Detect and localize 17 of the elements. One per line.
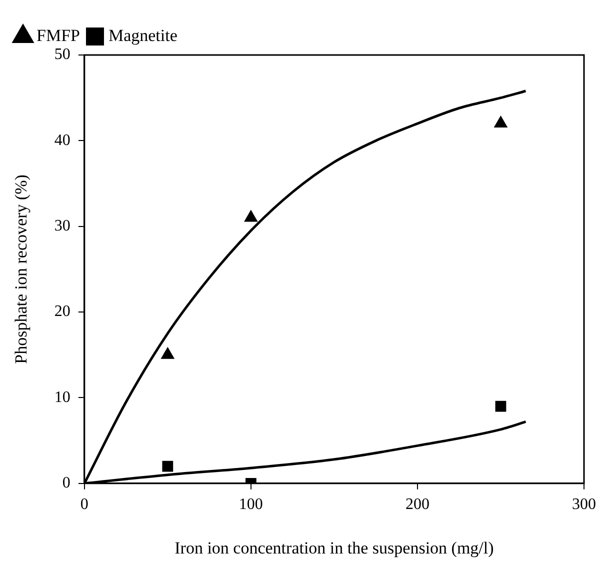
- point: [244, 210, 258, 222]
- legend-label: FMFP: [36, 26, 80, 45]
- y-tick-label: 10: [54, 388, 70, 406]
- x-tick-label: 300: [572, 496, 596, 514]
- y-tick-label: 50: [54, 46, 70, 64]
- point: [161, 347, 174, 359]
- x-tick-label: 0: [80, 496, 88, 514]
- x-axis-title: Iron ion concentration in the suspension (mg/l): [174, 538, 494, 558]
- y-tick-label: 40: [54, 132, 70, 149]
- y-tick-label: 20: [54, 303, 70, 320]
- x-tick-label: 200: [405, 496, 430, 514]
- y-tick-label: 30: [54, 218, 70, 235]
- y-tick-label: 0: [62, 474, 70, 492]
- point: [494, 116, 508, 128]
- legend-label: Magnetite: [108, 26, 178, 45]
- y-axis-title: Phosphate ion recovery (%): [12, 174, 31, 364]
- x-tick-label: 100: [238, 496, 263, 514]
